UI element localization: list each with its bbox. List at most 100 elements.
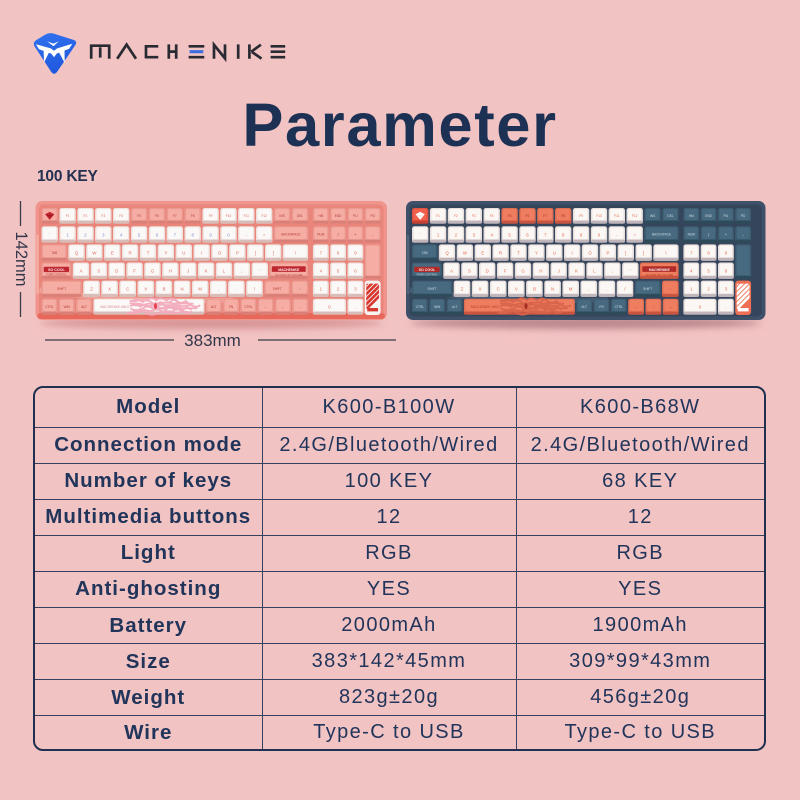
svg-text:J: J: [558, 268, 560, 273]
svg-text:F: F: [504, 268, 507, 273]
svg-text:9: 9: [209, 232, 212, 237]
svg-text:E: E: [111, 250, 114, 255]
svg-text:4: 4: [491, 232, 494, 237]
svg-text:/: /: [337, 232, 339, 237]
svg-text:.: .: [725, 304, 726, 309]
svg-text:7: 7: [174, 232, 177, 237]
svg-text:5: 5: [508, 232, 511, 237]
svg-text:W: W: [463, 250, 468, 255]
svg-text:F1: F1: [436, 214, 440, 218]
svg-text:0: 0: [699, 304, 702, 309]
svg-text:PU: PU: [724, 214, 729, 218]
svg-text:-: -: [246, 232, 248, 237]
svg-text:-: -: [616, 232, 618, 237]
svg-text:8: 8: [562, 232, 565, 237]
svg-text:8: 8: [192, 232, 195, 237]
svg-text:H: H: [169, 268, 172, 273]
svg-text:F9: F9: [209, 214, 213, 218]
svg-text:7: 7: [320, 250, 323, 255]
svg-text:F1: F1: [66, 214, 70, 218]
svg-text:383mm: 383mm: [184, 331, 241, 350]
svg-text:*: *: [725, 232, 727, 237]
svg-text:MACHENIKE-NIKO: MACHENIKE-NIKO: [471, 305, 500, 309]
svg-text:ALT: ALT: [81, 305, 87, 309]
svg-text:\: \: [665, 250, 667, 255]
svg-text:CTRL: CTRL: [244, 305, 253, 309]
svg-text:CTRL: CTRL: [416, 305, 425, 309]
svg-text:↑: ↑: [299, 287, 301, 291]
svg-text:': ': [259, 268, 260, 273]
svg-text:SHIFT: SHIFT: [643, 287, 652, 291]
svg-text:8: 8: [337, 250, 340, 255]
svg-text:N: N: [181, 287, 184, 292]
svg-text:F9: F9: [579, 214, 583, 218]
svg-text:.: .: [606, 287, 607, 292]
svg-text:ALT: ALT: [211, 305, 217, 309]
svg-text:D: D: [115, 268, 118, 273]
svg-text:T: T: [147, 250, 150, 255]
svg-text:PD: PD: [741, 214, 746, 218]
svg-text:F12: F12: [261, 214, 267, 218]
svg-text:3: 3: [354, 287, 357, 292]
svg-text:6: 6: [725, 268, 728, 273]
svg-text:142mm: 142mm: [12, 231, 30, 286]
svg-text:END: END: [705, 214, 712, 218]
svg-text:Q: Q: [75, 250, 79, 255]
svg-text:PURE CONTROL: PURE CONTROL: [46, 273, 67, 277]
svg-text:SO COOL SO YOU ARE: SO COOL SO YOU ARE: [646, 274, 674, 277]
svg-text:F3: F3: [472, 214, 476, 218]
svg-text:TAB: TAB: [422, 251, 428, 255]
svg-text:SO COOL SO YOU ARE: SO COOL SO YOU ARE: [275, 274, 303, 277]
svg-text:B: B: [163, 287, 166, 292]
svg-text:FN: FN: [229, 305, 234, 309]
svg-text:U: U: [182, 250, 185, 255]
svg-text:8: 8: [707, 250, 710, 255]
svg-text:6: 6: [156, 232, 159, 237]
svg-text:MACHENIKE: MACHENIKE: [278, 268, 300, 272]
svg-text:↑: ↑: [670, 287, 672, 291]
svg-text:=: =: [633, 232, 636, 237]
svg-text:U: U: [553, 250, 556, 255]
svg-text:PU: PU: [353, 214, 358, 218]
svg-text:\: \: [295, 250, 297, 255]
svg-text:WIN: WIN: [64, 305, 71, 309]
svg-text:E: E: [481, 250, 484, 255]
svg-text:H: H: [539, 268, 542, 273]
svg-text:←: ←: [264, 305, 267, 309]
svg-text:F7: F7: [543, 214, 547, 218]
svg-text:F4: F4: [490, 214, 494, 218]
svg-text:6: 6: [526, 232, 529, 237]
svg-text:X: X: [108, 287, 111, 292]
svg-text:,: ,: [588, 287, 589, 292]
svg-text:SHIFT: SHIFT: [427, 287, 436, 291]
svg-text:B: B: [533, 287, 536, 292]
svg-text:*: *: [355, 232, 357, 237]
svg-text:SO COOL: SO COOL: [48, 268, 65, 272]
svg-text:5: 5: [337, 268, 340, 273]
svg-text:P: P: [606, 250, 609, 255]
svg-text:INS: INS: [650, 214, 655, 218]
svg-text:O: O: [588, 250, 592, 255]
svg-text:MACHENIKE-NIKO: MACHENIKE-NIKO: [100, 305, 129, 309]
svg-text:FN: FN: [599, 305, 604, 309]
svg-text:DEL: DEL: [667, 214, 673, 218]
svg-text:0: 0: [598, 232, 601, 237]
svg-text:W: W: [92, 250, 97, 255]
svg-text:2: 2: [84, 232, 87, 237]
svg-text:F12: F12: [632, 214, 638, 218]
svg-text:J: J: [187, 268, 189, 273]
svg-text:Y: Y: [164, 250, 167, 255]
svg-text:3: 3: [725, 287, 728, 292]
svg-text:TAB: TAB: [51, 251, 57, 255]
svg-text:S: S: [97, 268, 100, 273]
svg-text:F7: F7: [173, 214, 177, 218]
svg-text:4: 4: [320, 268, 323, 273]
svg-text:0: 0: [227, 232, 230, 237]
svg-text:M: M: [569, 287, 573, 292]
svg-text:PD: PD: [370, 214, 375, 218]
svg-text:↓: ↓: [653, 305, 655, 309]
svg-text:[: [: [625, 250, 627, 255]
svg-text:END: END: [335, 214, 342, 218]
svg-text:F5: F5: [137, 214, 141, 218]
svg-text:HM: HM: [318, 214, 323, 218]
